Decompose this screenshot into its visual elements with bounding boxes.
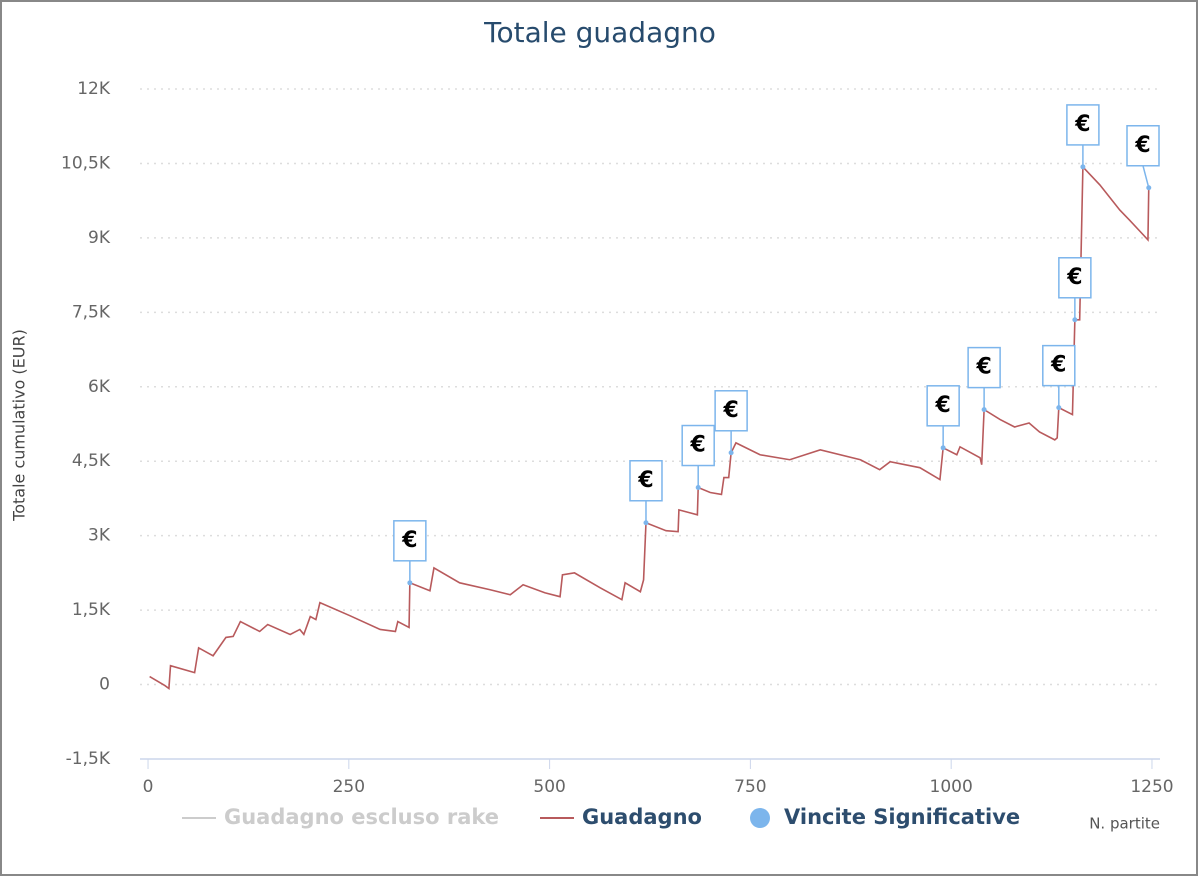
line xyxy=(149,164,1150,691)
point xyxy=(1072,317,1078,323)
point xyxy=(695,485,701,491)
y-tick-label: -1,5K xyxy=(66,749,111,769)
flag-label: € xyxy=(690,433,706,458)
flag-connector xyxy=(1142,165,1150,188)
point xyxy=(1080,164,1086,170)
flag-label: € xyxy=(1134,133,1150,158)
legend-label[interactable]: Guadagno xyxy=(582,805,702,829)
flag-box xyxy=(1126,125,1160,167)
point xyxy=(643,520,649,526)
point xyxy=(1056,405,1062,411)
flag-box xyxy=(967,346,1001,389)
y-tick-label: 7,5K xyxy=(72,302,111,322)
x-tick-label: 1250 xyxy=(1130,777,1173,797)
legend-symbol xyxy=(750,808,770,828)
y-tick-label: 9K xyxy=(88,228,111,248)
legend-label[interactable]: Guadagno escluso rake xyxy=(224,805,499,829)
flag-box xyxy=(926,385,960,427)
flag-label: € xyxy=(637,468,653,493)
flag-label: € xyxy=(1050,353,1066,378)
flag-label: € xyxy=(401,528,417,553)
x-tick-label: 500 xyxy=(533,777,565,797)
y-tick-label: 6K xyxy=(88,377,111,397)
point xyxy=(940,445,946,451)
point xyxy=(981,407,987,413)
flag-label: € xyxy=(1066,265,1082,290)
x-tick-label: 1000 xyxy=(930,777,973,797)
flag-box xyxy=(714,390,748,432)
flag-label: € xyxy=(722,398,738,423)
point xyxy=(1146,185,1152,191)
legend-label[interactable]: Vincite Significative xyxy=(784,805,1020,829)
chart-title: Totale guadagno xyxy=(483,16,716,49)
y-tick-label: 4,5K xyxy=(72,451,111,471)
x-tick-label: 250 xyxy=(333,777,365,797)
flag-box xyxy=(629,460,663,502)
y-tick-label: 1,5K xyxy=(72,600,111,620)
x-tick-label: 0 xyxy=(143,777,154,797)
flag-label: € xyxy=(934,393,950,418)
flag-box xyxy=(1042,344,1076,387)
flag-label: € xyxy=(975,355,991,380)
flag-box xyxy=(681,424,715,467)
y-tick-label: 3K xyxy=(88,526,111,546)
flag-box xyxy=(393,520,427,562)
y-tick-label: 0 xyxy=(99,675,110,695)
flag-box xyxy=(1058,257,1092,299)
x-tick-label: 750 xyxy=(734,777,766,797)
y-axis-title: Totale cumulativo (EUR) xyxy=(10,329,29,522)
point xyxy=(728,450,734,456)
flag-box xyxy=(1066,104,1100,146)
y-tick-label: 10,5K xyxy=(61,153,111,173)
x-axis-title: N. partite xyxy=(1089,815,1160,833)
point xyxy=(407,580,413,586)
flag-label: € xyxy=(1074,112,1090,137)
y-tick-label: 12K xyxy=(77,79,111,99)
